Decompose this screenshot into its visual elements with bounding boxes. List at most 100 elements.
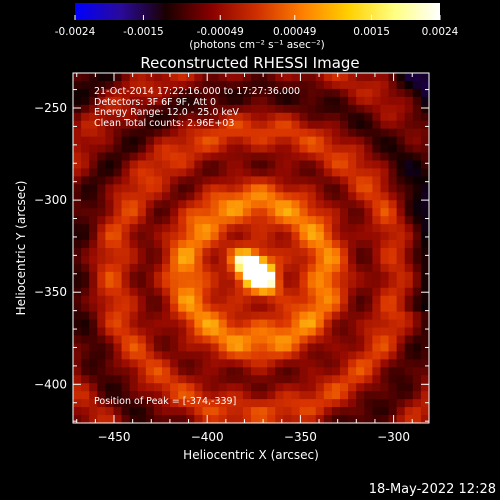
heatmap-cell xyxy=(267,311,276,321)
heatmap-cell xyxy=(323,73,333,82)
heatmap-cell xyxy=(283,279,293,289)
heatmap-cell xyxy=(178,224,187,233)
heatmap-cell xyxy=(186,335,195,345)
heatmap-cell xyxy=(331,144,341,154)
heatmap-cell xyxy=(372,136,382,146)
heatmap-cell xyxy=(275,136,284,146)
heatmap-cell xyxy=(186,120,195,130)
heatmap-cell xyxy=(251,73,260,82)
heatmap-cell xyxy=(323,128,333,138)
heatmap-cell xyxy=(162,96,171,106)
heatmap-cell xyxy=(291,96,301,106)
heatmap-cell xyxy=(210,224,220,233)
heatmap-cell xyxy=(388,88,398,98)
heatmap-cell xyxy=(170,73,179,82)
heatmap-cell xyxy=(242,176,252,185)
heatmap-cell xyxy=(331,224,341,233)
heatmap-cell xyxy=(364,80,373,90)
heatmap-cell xyxy=(275,351,284,360)
heatmap-cell xyxy=(113,168,123,178)
heatmap-cell xyxy=(73,375,82,384)
heatmap-cell xyxy=(372,351,382,360)
heatmap-cell xyxy=(121,160,131,170)
heatmap-cell xyxy=(340,208,349,217)
heatmap-cell xyxy=(291,192,301,201)
heatmap-cell xyxy=(251,120,260,130)
heatmap-cell xyxy=(113,415,123,423)
heatmap-cell xyxy=(307,327,317,337)
heatmap-cell xyxy=(412,367,422,376)
heatmap-cell xyxy=(194,303,204,313)
heatmap-cell xyxy=(186,112,195,122)
heatmap-cell xyxy=(323,351,333,360)
heatmap-cell xyxy=(121,295,131,305)
heatmap-cell xyxy=(153,104,163,114)
heatmap-cell xyxy=(348,152,357,162)
heatmap-cell xyxy=(307,240,317,249)
heatmap-cell xyxy=(170,192,179,201)
heatmap-cell xyxy=(380,367,390,376)
heatmap-cell xyxy=(323,160,333,170)
heatmap-cell xyxy=(170,327,179,337)
heatmap-cell xyxy=(153,359,163,368)
heatmap-cell xyxy=(153,303,163,313)
heatmap-cell xyxy=(162,152,171,162)
heatmap-cell xyxy=(340,112,349,122)
heatmap-cell xyxy=(226,375,236,384)
heatmap-cell xyxy=(299,200,309,209)
heatmap-cell xyxy=(170,311,179,321)
heatmap-cell xyxy=(372,240,382,249)
heatmap-cell xyxy=(420,311,429,321)
heatmap-cell xyxy=(404,232,414,241)
heatmap-cell xyxy=(259,263,268,273)
heatmap-cell xyxy=(89,271,98,281)
heatmap-cell xyxy=(218,327,228,337)
colorbar-tick-label: 0.00049 xyxy=(273,26,316,38)
heatmap-cell xyxy=(113,216,123,225)
heatmap-cell xyxy=(210,200,220,209)
heatmap-cell xyxy=(194,327,204,337)
heatmap-cell xyxy=(97,232,106,241)
heatmap-cell xyxy=(307,311,317,321)
heatmap-cell xyxy=(412,73,422,82)
heatmap-cell xyxy=(81,128,90,138)
heatmap-cell xyxy=(202,200,212,209)
heatmap-cell xyxy=(121,200,131,209)
heatmap-cell xyxy=(97,399,106,408)
heatmap-cell xyxy=(348,128,357,138)
heatmap-cell xyxy=(380,391,390,400)
heatmap-cell xyxy=(145,335,155,345)
heatmap-cell xyxy=(97,136,106,146)
heatmap-cell xyxy=(242,112,252,122)
heatmap-cell xyxy=(380,96,390,106)
heatmap-cell xyxy=(97,359,106,368)
heatmap-cell xyxy=(97,73,106,82)
heatmap-cell xyxy=(251,168,260,178)
heatmap-cell xyxy=(356,367,365,376)
heatmap-cell xyxy=(364,248,373,257)
heatmap-cell xyxy=(121,136,131,146)
heatmap-cell xyxy=(283,240,293,249)
heatmap-cell xyxy=(372,295,382,305)
heatmap-cell xyxy=(331,271,341,281)
heatmap-cell xyxy=(267,295,276,305)
heatmap-cell xyxy=(412,104,422,114)
heatmap-cell xyxy=(412,335,422,345)
heatmap-cell xyxy=(259,152,268,162)
heatmap-cell xyxy=(307,216,317,225)
heatmap-cell xyxy=(396,136,406,146)
heatmap-cell xyxy=(291,415,301,423)
heatmap-cell xyxy=(194,279,204,289)
heatmap-cell xyxy=(331,232,341,241)
heatmap-cell xyxy=(348,176,357,185)
heatmap-cell xyxy=(137,88,147,98)
heatmap-cell xyxy=(153,319,163,329)
heatmap-cell xyxy=(380,168,390,178)
heatmap-cell xyxy=(404,120,414,130)
heatmap-cell xyxy=(202,248,212,257)
heatmap-cell xyxy=(251,176,260,185)
heatmap-cell xyxy=(210,112,220,122)
heatmap-cell xyxy=(129,88,139,98)
heatmap-cell xyxy=(331,96,341,106)
heatmap-cell xyxy=(81,80,90,90)
